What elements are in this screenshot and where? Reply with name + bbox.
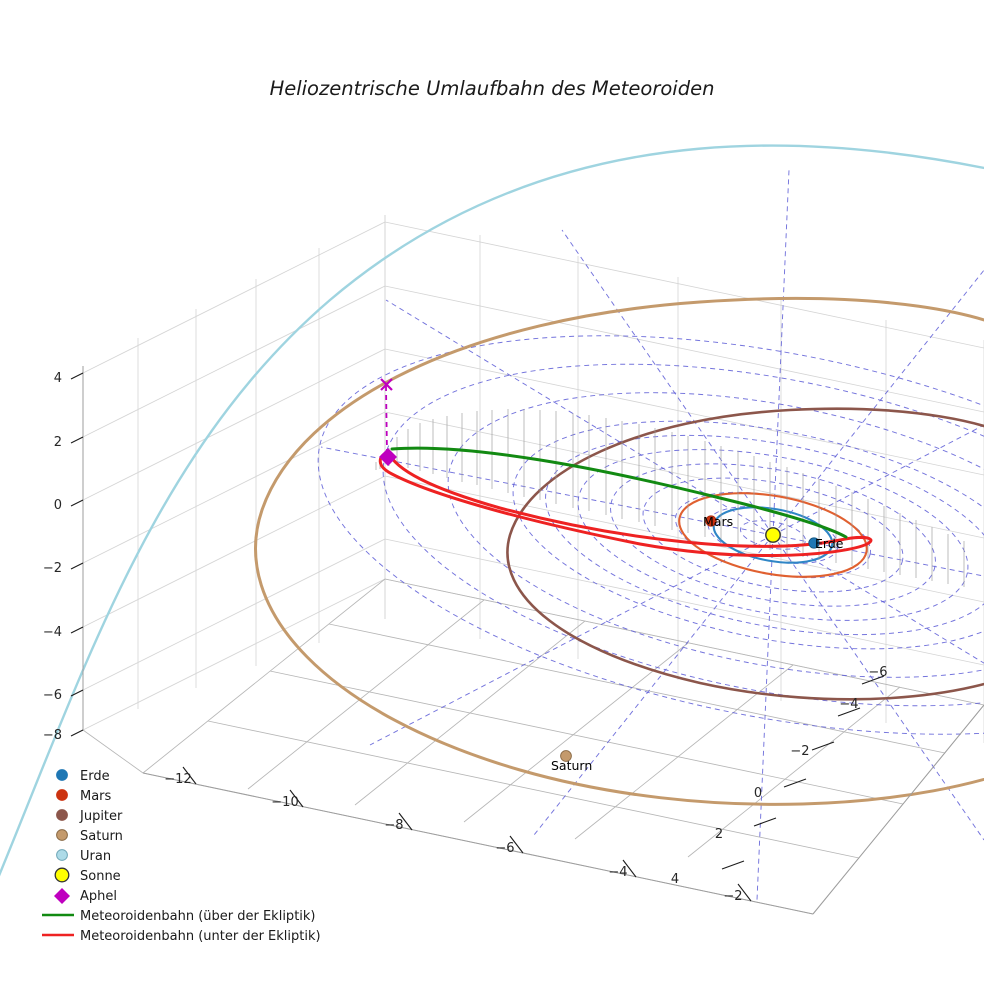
legend-label-jupiter: Jupiter [79,809,123,824]
legend-label-erde: Erde [80,769,110,784]
meteoroid-orbit-above-ecliptic [390,446,848,539]
ztick-3: −2 [43,561,62,576]
ytick-2: −2 [790,744,809,759]
xtick-1: −10 [271,795,298,810]
xtick-4: −4 [608,865,627,880]
meteoroid-orbit-below-ecliptic [378,450,873,558]
marker-sonne [765,527,781,543]
legend-label-uran: Uran [80,849,111,864]
orbit-mars [678,492,868,578]
marker-saturn [560,750,572,762]
aphel-marker [379,448,397,466]
legend-label-sonne: Sonne [80,869,121,884]
legend-marker-saturn [56,829,68,841]
orbit-jupiter [506,407,984,701]
ztick-6: −8 [43,728,62,743]
legend-label-saturn: Saturn [80,829,123,844]
legend-marker-uran [56,849,68,861]
xtick-0: −12 [164,772,191,787]
ztick-0: 4 [54,371,62,386]
page-title: Heliozentrische Umlaufbahn des Meteoroid… [270,77,715,100]
marker-label-mars: Mars [703,514,733,529]
ztick-1: 2 [54,435,62,450]
marker-label-erde: Erde [815,536,844,551]
legend-marker-aphel [54,888,70,904]
axis-y: −6 −4 −2 0 2 4 [671,665,984,915]
ztick-4: −4 [43,625,62,640]
ytick-1: −4 [839,697,858,712]
orbit-uran [0,144,984,877]
axes-panes [82,215,984,915]
ztick-2: 0 [54,498,62,513]
legend-marker-sonne [54,867,70,883]
marker-erde [808,537,820,549]
legend-marker-erde [56,769,68,781]
orbit-saturn [254,297,984,806]
ytick-3: 0 [754,786,762,801]
ztick-5: −6 [43,688,62,703]
ytick-0: −6 [868,665,887,680]
legend-marker-jupiter [56,809,68,821]
xtick-3: −6 [495,841,514,856]
xtick-2: −8 [384,818,403,833]
legend: Erde Mars Jupiter Saturn Uran Sonne Aphe… [42,769,321,944]
ytick-5: 4 [671,872,679,887]
legend-label-meteoroid-above: Meteoroidenbahn (über der Ekliptik) [80,909,316,924]
axis-z: 4 2 0 −2 −4 −6 −8 [43,366,84,743]
legend-marker-mars [56,789,68,801]
ytick-4: 2 [715,827,723,842]
legend-label-aphel: Aphel [80,889,117,904]
legend-label-mars: Mars [80,789,112,804]
marker-label-saturn: Saturn [551,758,592,773]
marker-mars [705,515,717,527]
aphel-indicator [380,378,393,453]
legend-label-meteoroid-below: Meteoroidenbahn (unter der Ekliptik) [80,929,321,944]
xtick-5: −2 [723,889,742,904]
axis-x: −12 −10 −8 −6 −4 −2 [142,766,814,915]
